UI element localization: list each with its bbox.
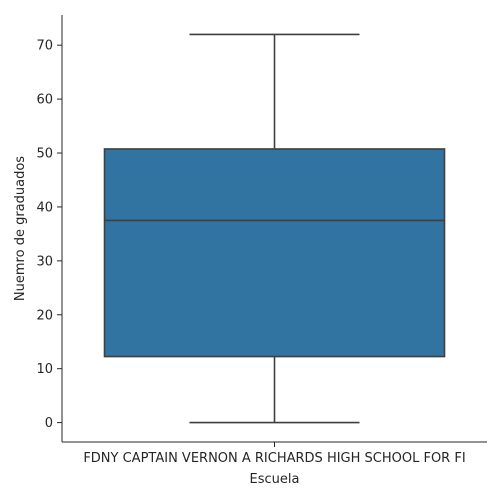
- y-tick-label: 50: [36, 147, 53, 162]
- iqr-box: [103, 148, 446, 358]
- y-tick-label: 40: [36, 200, 53, 215]
- y-tick-label: 30: [36, 254, 53, 269]
- y-tick-label: 10: [36, 362, 53, 377]
- y-axis-label: Nuemro de graduados: [13, 156, 28, 301]
- y-tick-label: 20: [36, 308, 53, 323]
- y-tick-label: 0: [45, 416, 53, 431]
- x-axis-label: Escuela: [250, 472, 300, 487]
- x-tick-label: FDNY CAPTAIN VERNON A RICHARDS HIGH SCHO…: [83, 451, 465, 466]
- y-tick-label: 60: [36, 93, 53, 108]
- x-axis-ticks: FDNY CAPTAIN VERNON A RICHARDS HIGH SCHO…: [83, 442, 466, 466]
- y-axis-ticks: 0 10 20 30 40 50 60 70: [36, 39, 62, 431]
- y-tick-label: 70: [36, 39, 53, 54]
- plot-marks: [103, 33, 446, 424]
